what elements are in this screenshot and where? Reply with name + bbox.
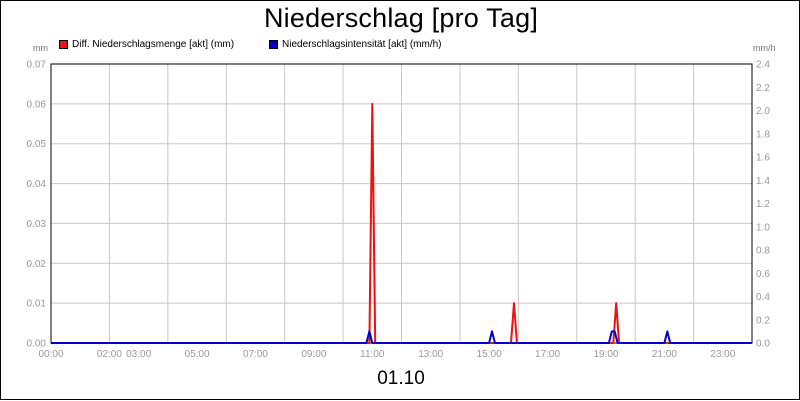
y-left-tick-label: 0.05	[27, 139, 47, 150]
chart-title: Niederschlag [pro Tag]	[263, 3, 539, 33]
x-tick-label: 05:00	[185, 349, 210, 360]
y-right-tick-label: 0.4	[756, 292, 770, 303]
y-right-tick-label: 1.0	[756, 222, 770, 233]
legend-label: Diff. Niederschlagsmenge [akt] (mm)	[72, 39, 235, 50]
y-left-tick-label: 0.00	[27, 339, 47, 350]
x-tick-label: 09:00	[301, 349, 326, 360]
y-right-tick-label: 0.0	[756, 339, 770, 350]
x-tick-label: 02:00	[97, 349, 122, 360]
series-line-niederschlagsmenge	[51, 102, 752, 344]
y-left-tick-label: 0.03	[27, 219, 47, 230]
y-right-tick-label: 2.2	[756, 83, 770, 94]
left-axis-unit: mm	[33, 43, 48, 53]
y-right-tick-label: 0.2	[756, 315, 770, 326]
x-tick-label: 21:00	[652, 349, 677, 360]
y-right-tick-label: 1.2	[756, 199, 770, 210]
x-tick-label: 03:00	[126, 349, 151, 360]
x-tick-label: 07:00	[243, 349, 268, 360]
series-line-niederschlagsintensitaet	[51, 330, 752, 344]
x-tick-label: 15:00	[477, 349, 502, 360]
y-right-tick-label: 1.6	[756, 153, 770, 164]
legend-swatch-blue	[269, 40, 278, 49]
legend-label: Niederschlagsintensität [akt] (mm/h)	[282, 39, 442, 50]
legend-swatch-red	[59, 40, 68, 49]
y-right-tick-label: 1.4	[756, 176, 770, 187]
y-right-tick-label: 2.0	[756, 106, 770, 117]
legend-item-niederschlagsintensitaet: Niederschlagsintensität [akt] (mm/h)	[269, 39, 442, 50]
x-tick-label: 17:00	[535, 349, 560, 360]
date-label: 01.10	[377, 368, 425, 389]
y-right-tick-label: 2.4	[756, 60, 770, 71]
y-left-tick-label: 0.06	[27, 99, 47, 110]
legend-item-niederschlagsmenge: Diff. Niederschlagsmenge [akt] (mm)	[59, 39, 234, 50]
y-right-tick-label: 1.8	[756, 129, 770, 140]
x-tick-label: 13:00	[418, 349, 443, 360]
x-tick-label: 00:00	[38, 349, 63, 360]
y-left-tick-label: 0.04	[27, 179, 47, 190]
y-left-tick-label: 0.07	[27, 60, 47, 71]
y-right-tick-label: 0.6	[756, 269, 770, 280]
x-tick-label: 23:00	[710, 349, 735, 360]
y-left-tick-label: 0.01	[27, 299, 47, 310]
right-axis-unit: mm/h	[753, 43, 776, 53]
x-tick-label: 19:00	[593, 349, 618, 360]
x-tick-label: 11:00	[360, 349, 385, 360]
y-right-tick-label: 0.8	[756, 246, 770, 257]
y-left-tick-label: 0.02	[27, 259, 47, 270]
